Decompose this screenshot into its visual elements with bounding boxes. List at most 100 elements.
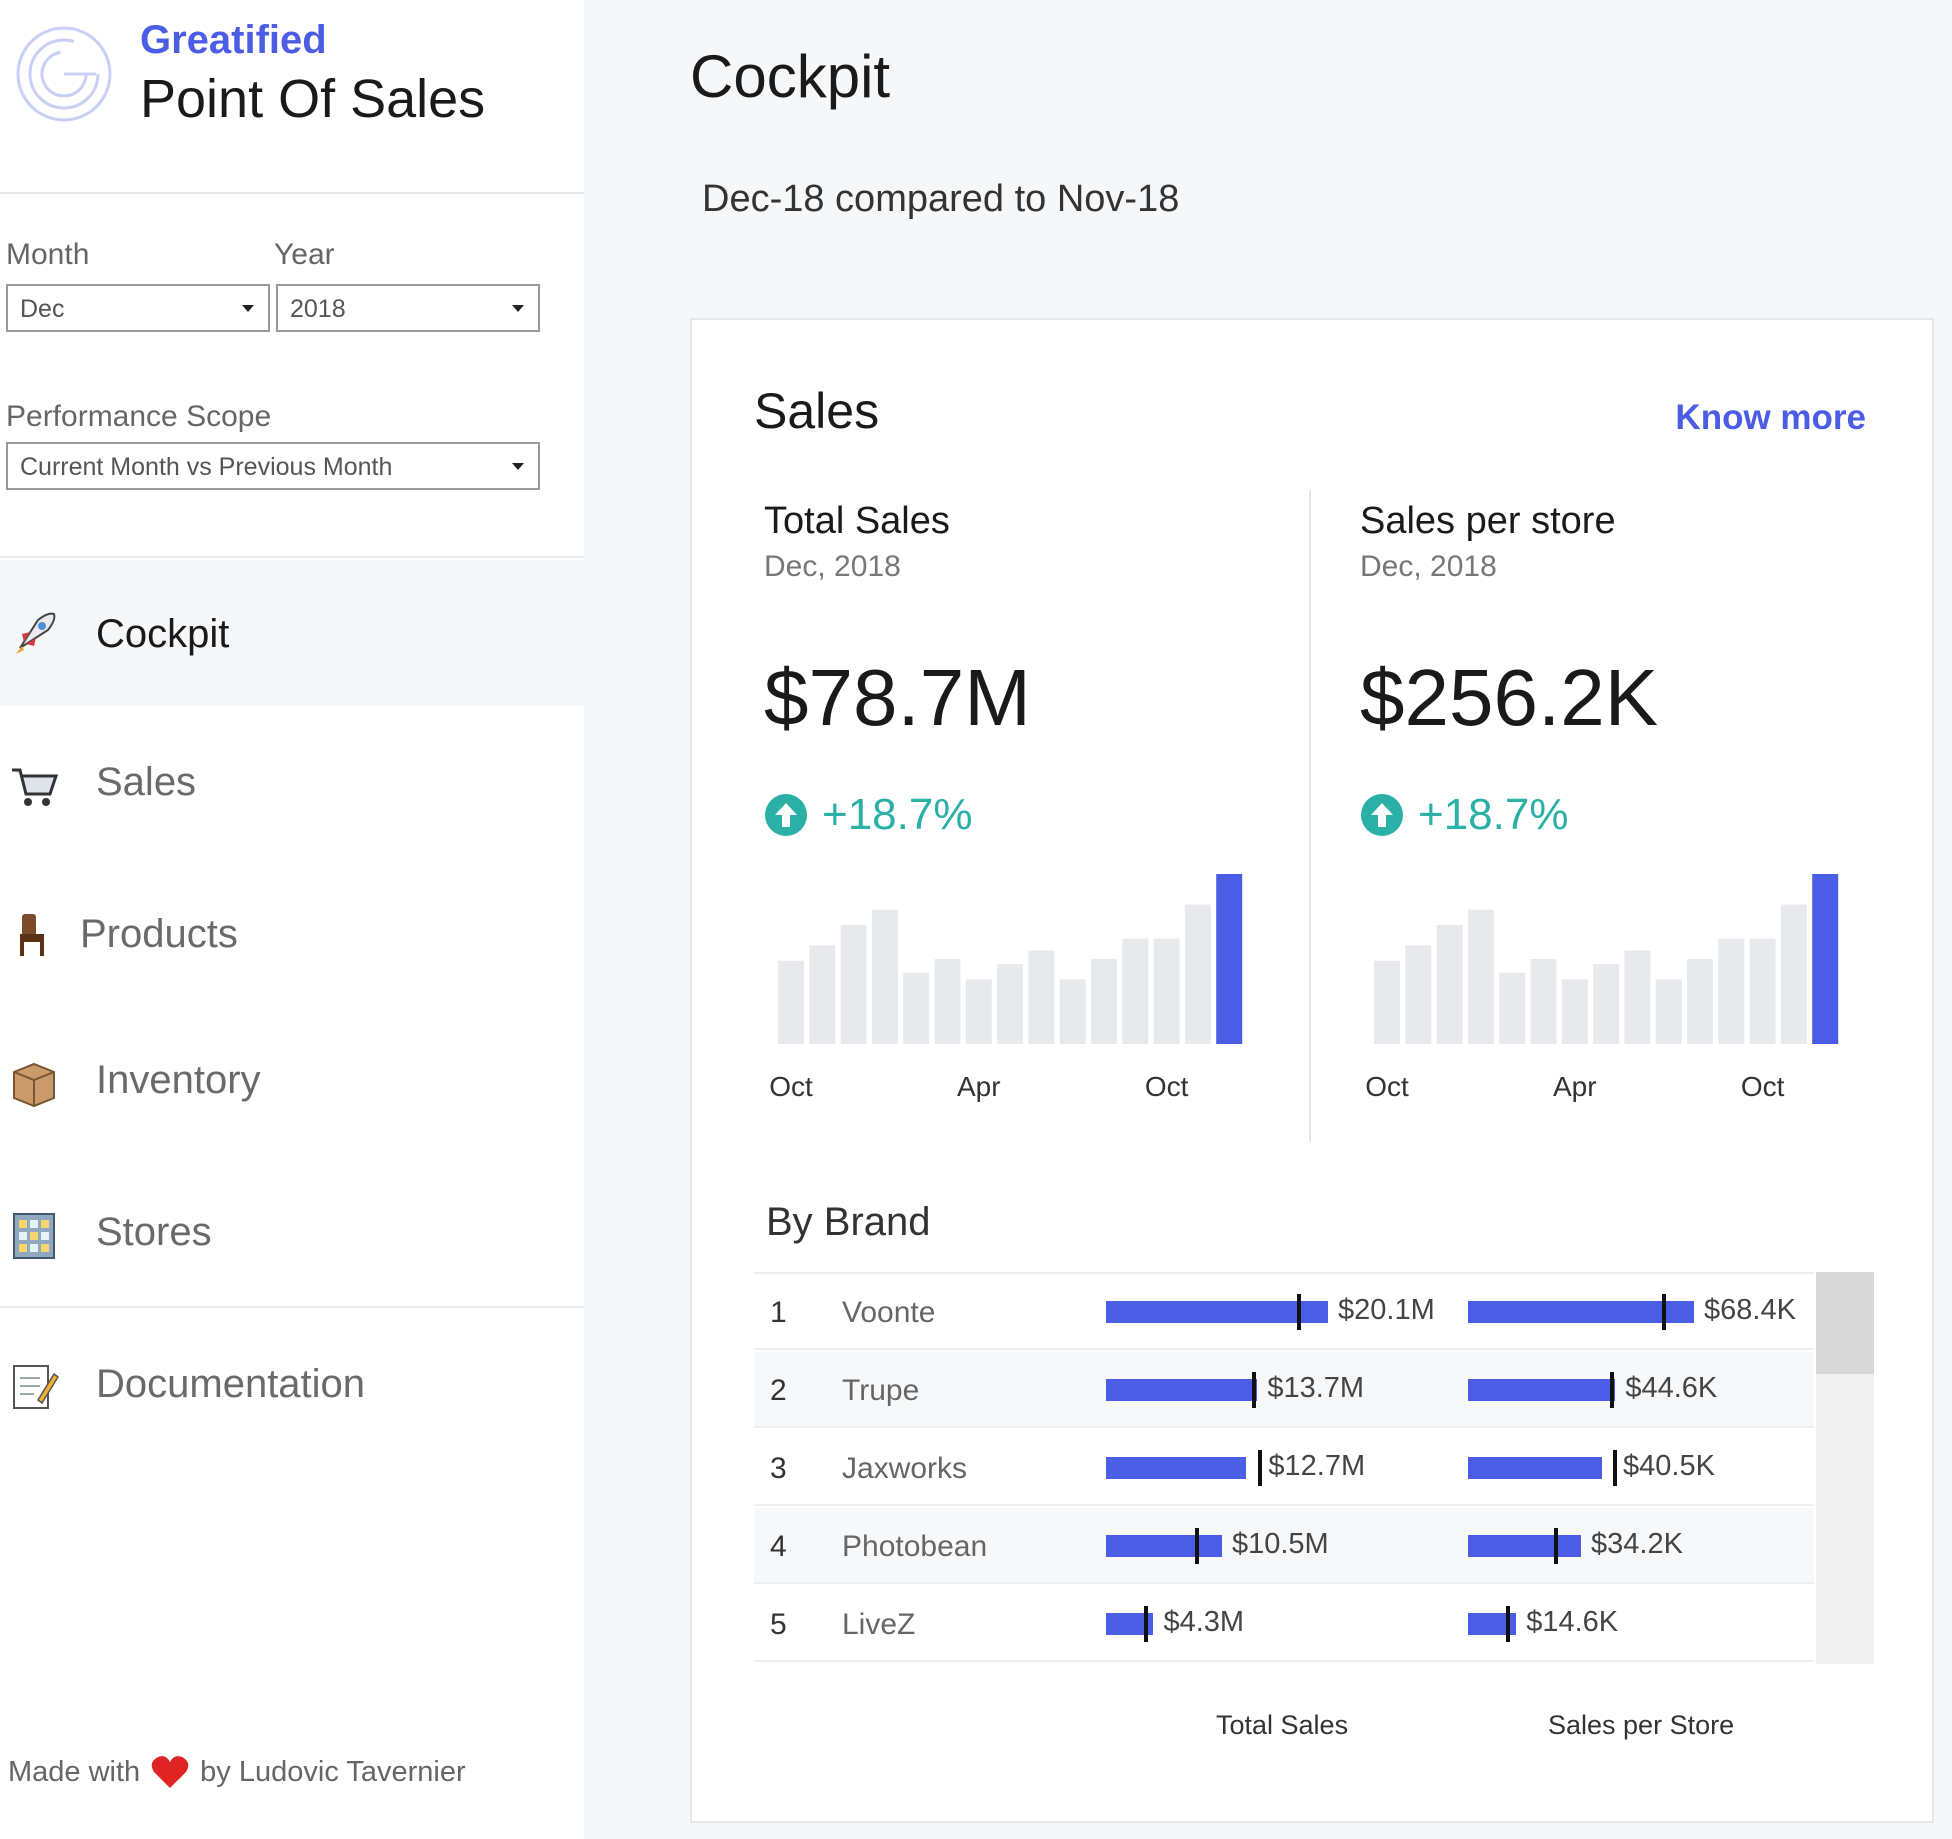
- brand-name: LiveZ: [842, 1608, 916, 1641]
- sales-per-store-previous-marker: [1662, 1294, 1667, 1330]
- brand-rank: 2: [770, 1374, 787, 1407]
- building-icon: [13, 1213, 55, 1259]
- nav-label: Documentation: [96, 1362, 366, 1406]
- kpi-total-sales: Total Sales Dec, 2018 $78.7M +18.7% Oct A…: [764, 500, 1264, 1140]
- nav-label: Sales: [96, 760, 197, 804]
- sales-per-store-previous-marker: [1506, 1606, 1511, 1642]
- table-row[interactable]: 3 Jaxworks $12.7M $40.5K: [754, 1430, 1814, 1506]
- brand-name: Trupe: [842, 1374, 920, 1407]
- x-tick-label: Oct: [1365, 1071, 1409, 1102]
- chart-bar: [1091, 959, 1117, 1044]
- scrollbar-thumb[interactable]: [1816, 1272, 1874, 1374]
- nav-item-inventory[interactable]: Inventory: [0, 1006, 584, 1152]
- kpi-delta: +18.7%: [1360, 790, 1568, 840]
- sales-per-store-previous-marker: [1613, 1450, 1618, 1486]
- divider: [0, 192, 584, 194]
- nav-item-products[interactable]: Products: [0, 860, 584, 1006]
- sales-card: Sales Know more Total Sales Dec, 2018 $7…: [690, 318, 1934, 1823]
- footer: Made with by Ludovic Tavernier: [8, 1754, 466, 1790]
- kpi-subtitle: Dec, 2018: [764, 550, 901, 583]
- sales-per-store-bar: [1468, 1535, 1581, 1557]
- year-label: Year: [274, 238, 335, 271]
- chart-bar: [1059, 979, 1086, 1044]
- sales-per-store-value: $44.6K: [1625, 1372, 1718, 1404]
- sidebar: Greatified Point Of Sales Month Year Dec…: [0, 0, 584, 1839]
- total-sales-bar: [1106, 1535, 1222, 1557]
- divider: [0, 1306, 584, 1308]
- footer-author: by Ludovic Tavernier: [200, 1755, 466, 1788]
- sales-per-store-bar: [1468, 1301, 1694, 1323]
- brand-rank: 1: [770, 1296, 787, 1329]
- chart-bar: [1624, 950, 1651, 1044]
- month-label: Month: [6, 238, 90, 271]
- sales-per-store-bar: [1468, 1457, 1602, 1479]
- nav-label: Products: [80, 912, 238, 956]
- chart-bar: [1687, 959, 1713, 1044]
- total-sales-value: $13.7M: [1267, 1372, 1365, 1404]
- kpi-sales-per-store: Sales per store Dec, 2018 $256.2K +18.7%…: [1360, 500, 1860, 1140]
- chart-bar: [934, 959, 961, 1044]
- brand-table[interactable]: 1 Voonte $20.1M $68.4K 2 Trupe $13.7M $44.6K 3 Ja…: [754, 1272, 1814, 1664]
- card-title: Sales: [754, 383, 880, 439]
- chart-bar: [1749, 938, 1776, 1044]
- total-sales-value: $4.3M: [1163, 1606, 1245, 1638]
- table-row[interactable]: 4 Photobean $10.5M $34.2K: [754, 1508, 1814, 1584]
- chart-bar: [903, 972, 930, 1044]
- chevron-down-icon: [512, 305, 524, 312]
- table-row[interactable]: 5 LiveZ $4.3M $14.6K: [754, 1586, 1814, 1662]
- chart-bar: [1436, 925, 1463, 1044]
- total-sales-previous-marker: [1297, 1294, 1302, 1330]
- chart-bar: [778, 960, 804, 1044]
- cart-icon: [12, 768, 59, 806]
- sales-per-store-value: $34.2K: [1591, 1528, 1683, 1560]
- chart-bar: [1216, 874, 1243, 1044]
- nav-item-stores[interactable]: Stores: [0, 1158, 584, 1304]
- table-row[interactable]: 2 Trupe $13.7M $44.6K: [754, 1352, 1814, 1428]
- footer-prefix: Made with: [8, 1755, 141, 1788]
- sales-per-store-value: $14.6K: [1526, 1606, 1619, 1638]
- scope-label: Performance Scope: [6, 400, 272, 433]
- nav-item-documentation[interactable]: Documentation: [0, 1310, 584, 1456]
- heart-icon: [151, 1756, 189, 1788]
- brand-name: Voonte: [842, 1296, 936, 1329]
- sales-per-store-bar-chart: Oct Apr Oct: [1365, 874, 1839, 1102]
- sales-per-store-bar: [1468, 1379, 1616, 1401]
- by-brand-title: By Brand: [766, 1200, 931, 1244]
- x-tick-label: Oct: [1741, 1071, 1785, 1102]
- table-row[interactable]: 1 Voonte $20.1M $68.4K: [754, 1274, 1814, 1350]
- chart-bar: [1530, 959, 1557, 1044]
- chart-bar: [1122, 938, 1149, 1044]
- scope-select[interactable]: Current Month vs Previous Month: [6, 442, 540, 490]
- nav-item-cockpit[interactable]: Cockpit: [0, 560, 584, 706]
- kpi-delta-value: +18.7%: [1418, 790, 1569, 839]
- column-label-sales-per-store: Sales per Store: [1548, 1710, 1735, 1740]
- kpi-delta-value: +18.7%: [822, 790, 973, 839]
- chart-bar: [1374, 960, 1400, 1044]
- chart-bar: [1812, 874, 1839, 1044]
- brand-rank: 3: [770, 1452, 787, 1485]
- chart-bar: [809, 945, 836, 1044]
- total-sales-bar: [1106, 1301, 1328, 1323]
- nav-label: Stores: [96, 1210, 212, 1254]
- chart-bar: [1467, 909, 1494, 1044]
- total-sales-previous-marker: [1195, 1528, 1200, 1564]
- chart-bar: [1593, 964, 1620, 1044]
- total-sales-value: $12.7M: [1268, 1450, 1366, 1482]
- nav-item-sales[interactable]: Sales: [0, 708, 584, 854]
- kpi-value: $78.7M: [764, 653, 1031, 742]
- chart-bar: [840, 925, 867, 1044]
- app-title: Point Of Sales: [140, 69, 486, 129]
- total-sales-bar: [1106, 1379, 1258, 1401]
- month-select[interactable]: Dec: [6, 284, 270, 332]
- year-select[interactable]: 2018: [276, 284, 540, 332]
- know-more-link[interactable]: Know more: [1675, 398, 1866, 437]
- brand-name: Photobean: [842, 1530, 988, 1563]
- x-tick-label: Oct: [769, 1071, 813, 1102]
- total-sales-previous-marker: [1251, 1372, 1256, 1408]
- rocket-icon: [16, 612, 56, 654]
- chart-bar: [997, 964, 1024, 1044]
- chevron-down-icon: [242, 305, 254, 312]
- chart-bar: [871, 909, 898, 1044]
- total-sales-bar: [1106, 1457, 1247, 1479]
- brand-name: Greatified: [140, 18, 327, 62]
